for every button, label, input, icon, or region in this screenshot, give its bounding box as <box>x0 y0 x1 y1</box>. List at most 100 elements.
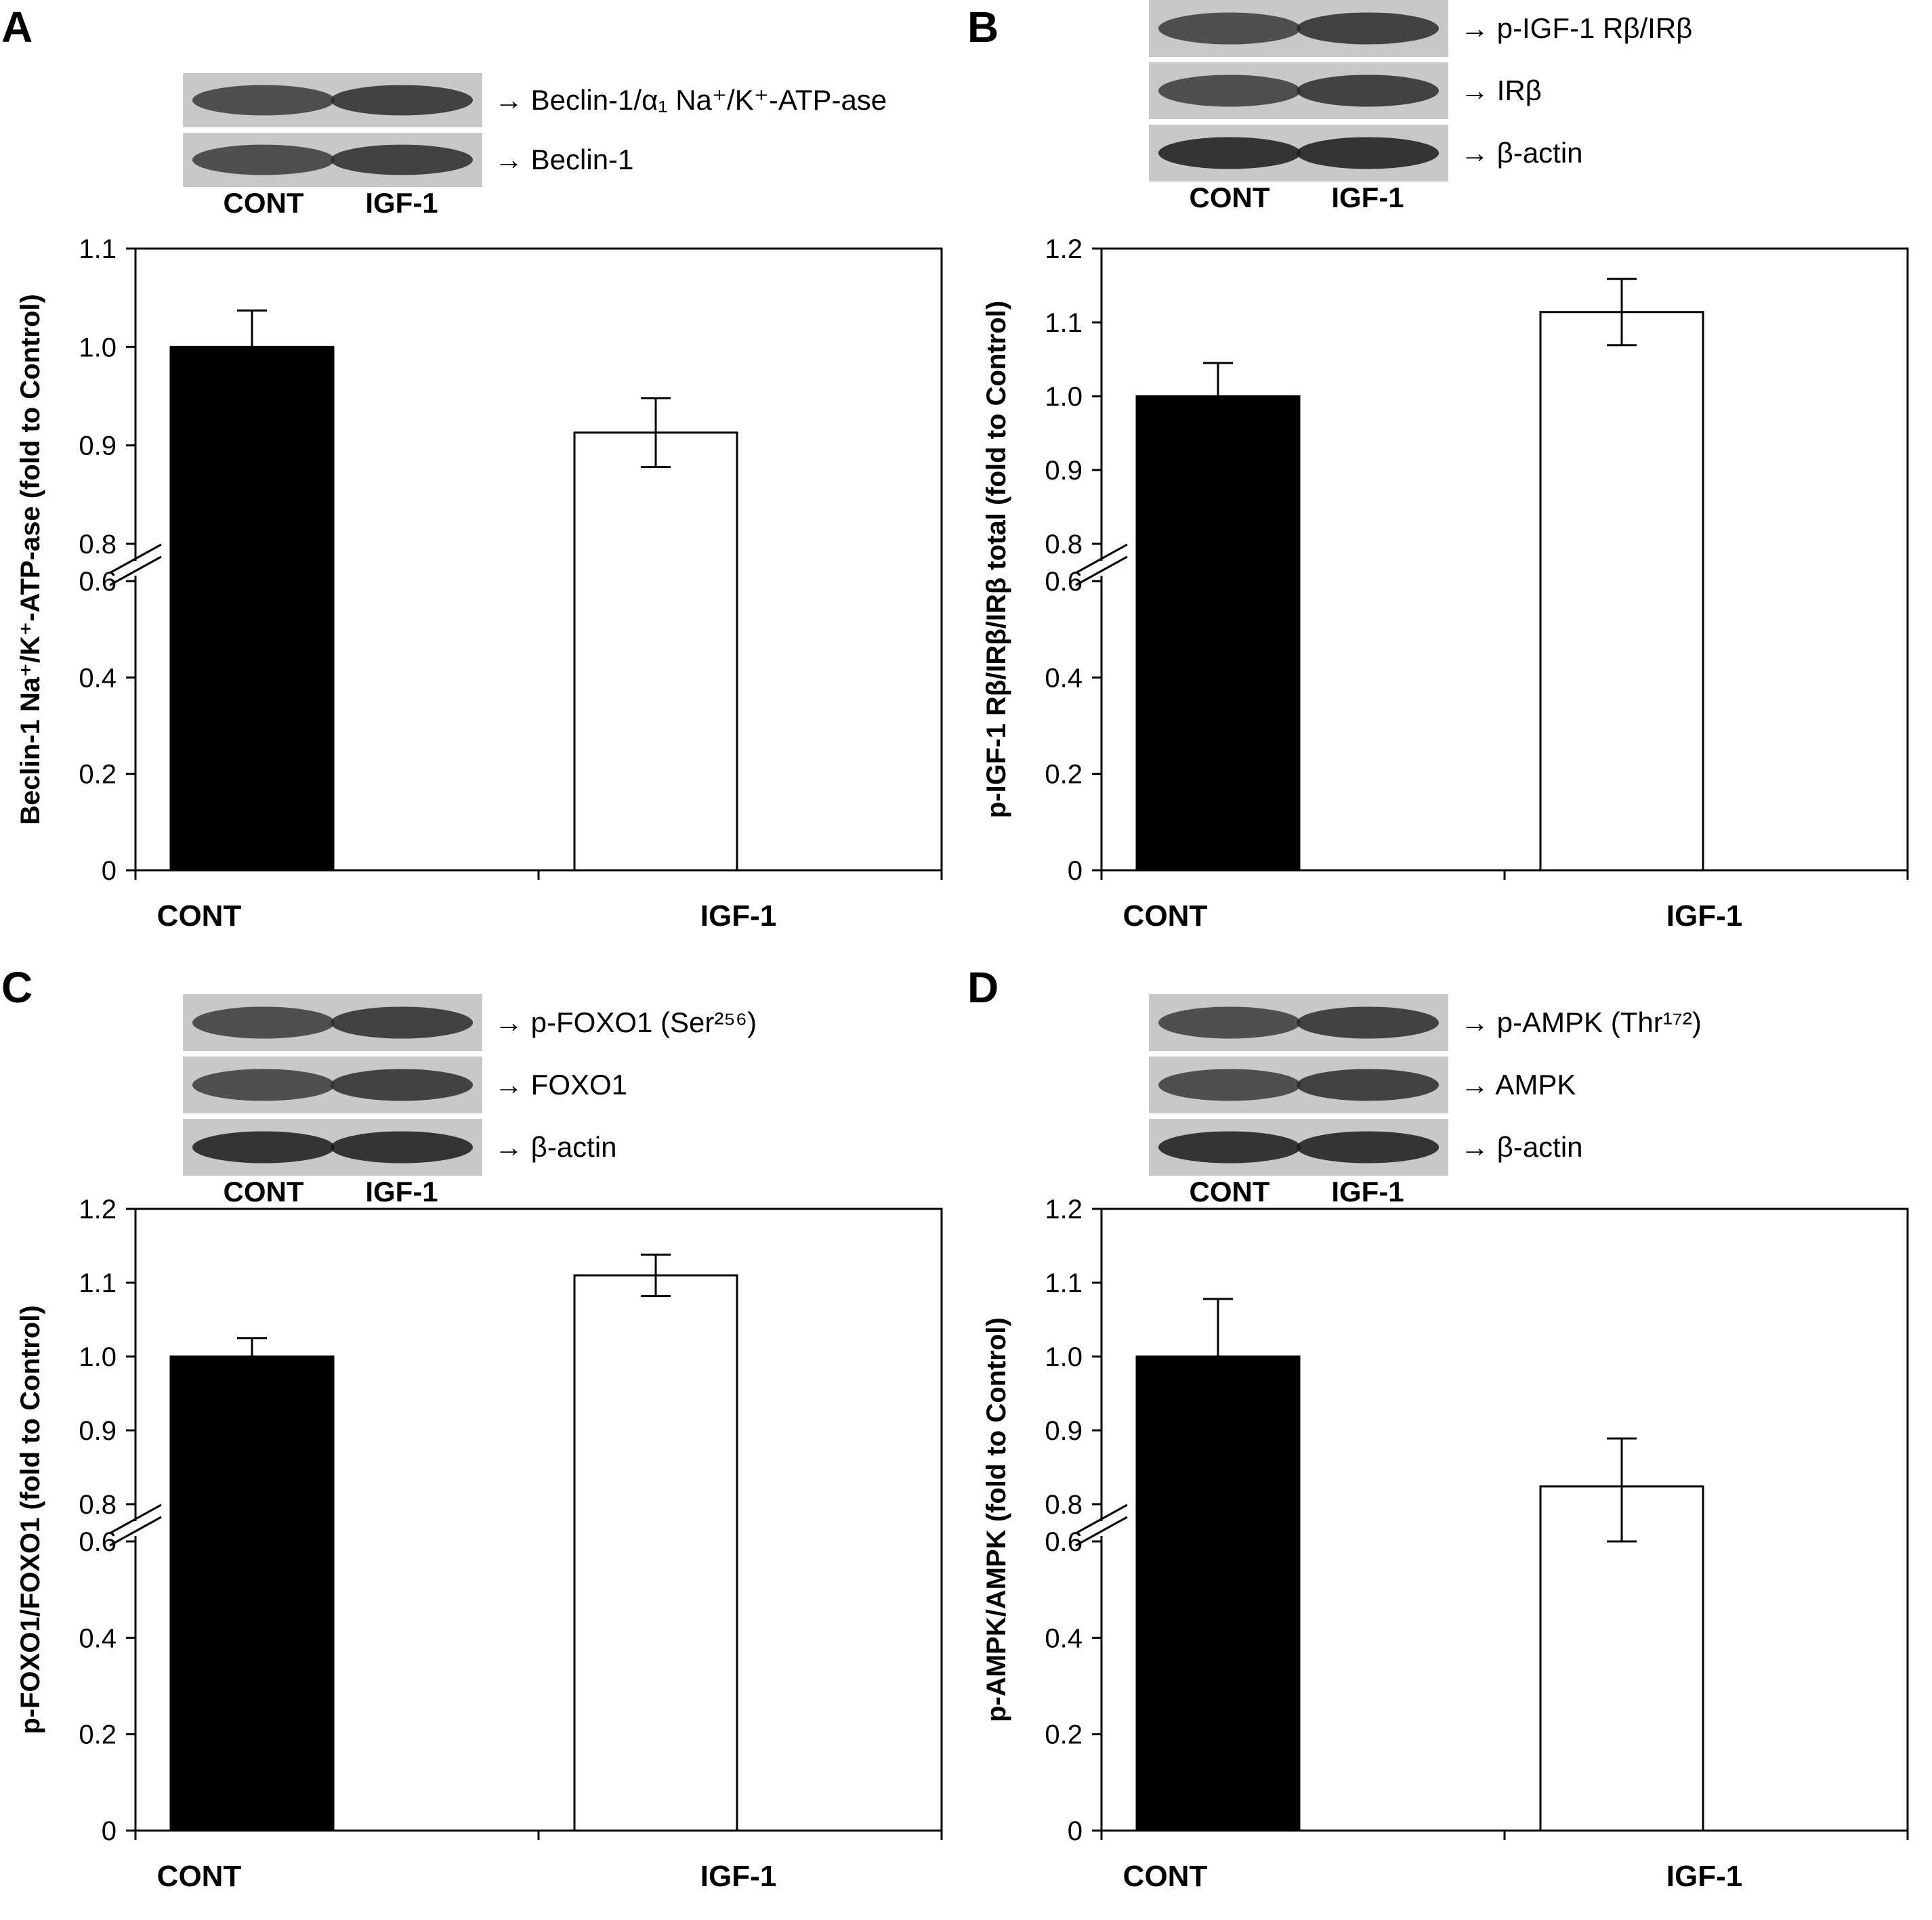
y-tick-label: 1.1 <box>1045 1268 1083 1298</box>
blot-label: → Beclin-1 <box>495 144 633 175</box>
y-tick-label: 1.2 <box>79 1195 117 1224</box>
y-tick-label: 0.2 <box>1045 760 1083 790</box>
blot-band <box>192 1131 335 1164</box>
panel-b: B → p-IGF-1 Rβ/IRβ → IRβ → β-actin CONT IGF-1… <box>966 0 1932 960</box>
y-tick-label: 1.0 <box>79 1342 117 1372</box>
axis-break-mark <box>1075 543 1128 574</box>
blot-band <box>331 85 473 116</box>
x-category-label: IGF-1 <box>1666 899 1742 933</box>
blot-label: → Beclin-1/α₁ Na⁺/K⁺-ATP-ase <box>495 84 887 116</box>
bar-cont <box>1135 1355 1301 1832</box>
blot-band <box>192 1006 335 1039</box>
blot-band <box>1297 137 1439 169</box>
y-tick-label: 0.6 <box>1045 1527 1083 1557</box>
y-tick-label: 1.1 <box>79 234 117 264</box>
axis-break-mark <box>109 555 162 586</box>
chart-svg: C → p-FOXO1 (Ser²⁵⁶) → FOXO1 → β-actin CONT I… <box>1 963 943 1893</box>
y-tick-label: 0.2 <box>79 1720 117 1750</box>
blot-band <box>1297 12 1439 45</box>
blot-lane-label: IGF-1 <box>365 1176 438 1208</box>
x-category-label: CONT <box>157 1860 242 1893</box>
blot-band <box>1297 1131 1439 1164</box>
blot-band <box>1158 137 1301 169</box>
y-tick-label: 0.9 <box>1045 456 1083 486</box>
x-category-label: CONT <box>1123 1860 1208 1893</box>
blot-lane-label: CONT <box>224 1176 304 1208</box>
blot-band <box>1158 1131 1301 1164</box>
y-axis-title: p-IGF-1 Rβ/IRβ/IRβ total (fold to Contro… <box>982 301 1011 818</box>
y-tick-label: 0.6 <box>79 1527 117 1557</box>
x-category-label: CONT <box>157 899 242 933</box>
panel-letter: D <box>967 963 999 1012</box>
y-axis-title: Beclin-1 Na⁺/K⁺-ATP-ase (fold to Control… <box>16 294 45 825</box>
y-tick-label: 1.2 <box>1045 1195 1083 1224</box>
blot-band <box>1158 12 1301 45</box>
y-tick-label: 0.9 <box>79 1416 117 1446</box>
y-tick-label: 0.8 <box>79 1490 117 1520</box>
y-tick-label: 1.0 <box>1045 382 1083 412</box>
chart-svg: D → p-AMPK (Thr¹⁷²) → AMPK → β-actin CONT IGF… <box>967 963 1909 1893</box>
blot-label: → β-actin <box>1461 1131 1583 1163</box>
panel-c: C → p-FOXO1 (Ser²⁵⁶) → FOXO1 → β-actin CONT I… <box>0 960 966 1920</box>
axis-break-mark <box>1075 555 1128 586</box>
y-tick-label: 1.1 <box>1045 308 1083 338</box>
y-tick-label: 1.1 <box>79 1268 117 1298</box>
blot-label: → β-actin <box>1461 137 1583 169</box>
blot-band <box>192 144 335 175</box>
bar-igf-1 <box>1539 1485 1704 1832</box>
bar-igf-1 <box>573 1274 738 1832</box>
blot-band <box>192 1069 335 1101</box>
y-tick-label: 0 <box>1068 1816 1083 1846</box>
blot-band <box>1297 74 1439 107</box>
blot-label: → p-FOXO1 (Ser²⁵⁶) <box>495 1006 757 1038</box>
error-bar <box>1607 278 1637 347</box>
blot-label: → p-IGF-1 Rβ/IRβ <box>1461 12 1692 44</box>
x-category-label: IGF-1 <box>1666 1860 1742 1893</box>
blot-band <box>1158 1069 1301 1101</box>
y-tick-label: 1.0 <box>79 333 117 362</box>
blot-lane-label: CONT <box>224 187 304 219</box>
blot-band <box>192 85 335 116</box>
y-tick-label: 0.4 <box>79 663 117 693</box>
error-bar <box>1607 1437 1637 1543</box>
y-tick-label: 0.4 <box>1045 1623 1083 1653</box>
bar-cont <box>1135 395 1301 872</box>
y-tick-label: 0.6 <box>79 567 117 597</box>
panel-letter: A <box>1 3 33 51</box>
chart-svg: B → p-IGF-1 Rβ/IRβ → IRβ → β-actin CONT IGF-1… <box>967 0 1909 933</box>
y-tick-label: 0.6 <box>1045 567 1083 597</box>
x-category-label: IGF-1 <box>700 899 776 933</box>
error-bar <box>641 1254 671 1298</box>
y-tick-label: 0.9 <box>1045 1416 1083 1446</box>
y-axis-title: p-FOXO1/FOXO1 (fold to Control) <box>16 1305 45 1734</box>
blot-band <box>1158 1006 1301 1039</box>
blot-lane-label: IGF-1 <box>1331 182 1404 213</box>
blot-band <box>331 1069 473 1101</box>
axis-break-mark <box>109 1516 162 1547</box>
y-tick-label: 1.0 <box>1045 1342 1083 1372</box>
y-tick-label: 0.2 <box>1045 1720 1083 1750</box>
blot-band <box>331 1131 473 1164</box>
y-tick-label: 0.8 <box>1045 530 1083 559</box>
axis-break-mark <box>109 1503 162 1535</box>
error-bar <box>1203 1298 1233 1415</box>
blot-lane-label: IGF-1 <box>365 187 438 219</box>
panel-a: A → Beclin-1/α₁ Na⁺/K⁺-ATP-ase → Beclin-1 C… <box>0 0 966 960</box>
error-bar <box>237 310 267 385</box>
blot-band <box>1297 1006 1439 1039</box>
blot-band <box>331 144 473 175</box>
blot-band <box>1297 1069 1439 1101</box>
axis-break-mark <box>109 543 162 574</box>
blot-lane-label: IGF-1 <box>1331 1176 1404 1208</box>
blot-band <box>1158 74 1301 107</box>
panel-d: D → p-AMPK (Thr¹⁷²) → AMPK → β-actin CONT IGF… <box>966 960 1932 1920</box>
y-tick-label: 0.8 <box>1045 1490 1083 1520</box>
y-tick-label: 0.4 <box>79 1623 117 1653</box>
y-tick-label: 0.9 <box>79 431 117 461</box>
blot-label: → IRβ <box>1461 74 1542 106</box>
blot-band <box>331 1006 473 1039</box>
chart-svg: A → Beclin-1/α₁ Na⁺/K⁺-ATP-ase → Beclin-1 C… <box>1 3 943 933</box>
blot-label: → β-actin <box>495 1131 617 1163</box>
y-tick-label: 0.2 <box>79 760 117 790</box>
x-category-label: CONT <box>1123 899 1208 933</box>
